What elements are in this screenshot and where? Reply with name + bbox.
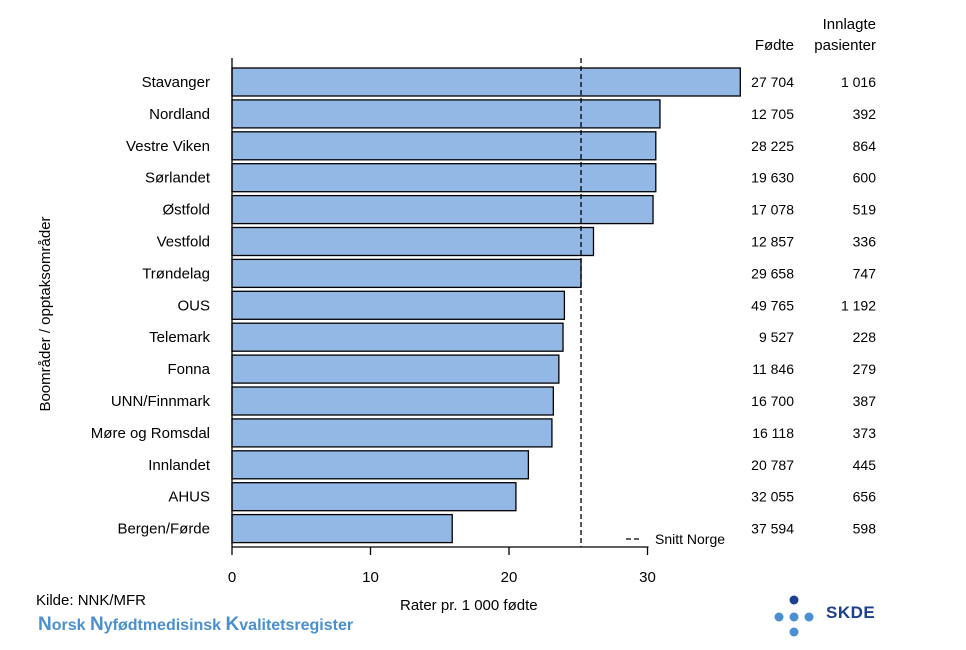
fodte-value: 9 527 (759, 329, 794, 345)
category-label: Vestfold (157, 234, 210, 251)
innlagte-header-line2: pasienter (814, 37, 876, 54)
innlagte-value: 392 (853, 106, 877, 122)
category-label: Innlandet (148, 457, 211, 474)
x-tick-label: 30 (639, 569, 656, 586)
category-label: Sørlandet (145, 170, 211, 187)
innlagte-value: 1 192 (841, 297, 876, 313)
registry-cap-3: K (225, 614, 240, 635)
logo-dot-left (774, 612, 784, 622)
category-label: Stavanger (142, 74, 210, 91)
legend-label: Snitt Norge (655, 531, 725, 547)
source-note: Kilde: NNK/MFR (36, 592, 147, 609)
innlagte-value: 373 (853, 425, 877, 441)
fodte-value: 28 225 (751, 138, 794, 154)
y-axis-title: Boområder / opptaksområder (37, 216, 54, 411)
category-label: Fonna (167, 361, 210, 378)
logo-dot-right (804, 612, 814, 622)
bar (231, 354, 560, 384)
logo-dot-top (789, 595, 799, 605)
bar-chart: Stavanger 27 704 1 016 Nordland 12 705 392 Ves… (37, 16, 877, 586)
innlagte-header-line1: Innlagte (823, 16, 876, 33)
category-label: Bergen/Førde (117, 521, 210, 538)
fodte-value: 12 705 (751, 106, 794, 122)
fodte-value: 12 857 (751, 234, 794, 250)
category-label: Telemark (149, 329, 210, 346)
category-label: AHUS (168, 489, 210, 506)
bar (231, 418, 553, 448)
skde-logo-icon (774, 595, 814, 637)
skde-logo-text: SKDE (826, 603, 876, 622)
x-axis-title: Rater pr. 1 000 fødte (400, 597, 538, 614)
category-label: Vestre Viken (126, 138, 210, 155)
fodte-header: Fødte (755, 37, 794, 54)
category-label: UNN/Finnmark (111, 393, 211, 410)
innlagte-value: 747 (853, 265, 877, 281)
category-label: Østfold (162, 202, 210, 219)
category-label: Møre og Romsdal (91, 425, 210, 442)
registry-rest-1: orsk (51, 617, 90, 634)
innlagte-value: 1 016 (841, 74, 876, 90)
category-label: Nordland (149, 106, 210, 123)
innlagte-value: 519 (853, 202, 877, 218)
x-tick-label: 20 (501, 569, 518, 586)
bar (231, 290, 566, 320)
fodte-value: 27 704 (751, 74, 794, 90)
innlagte-value: 600 (853, 170, 877, 186)
logo-dot-center (789, 612, 799, 622)
fodte-value: 17 078 (751, 202, 794, 218)
registry-cap-2: N (89, 614, 104, 635)
bar (231, 322, 564, 352)
bar (231, 99, 661, 129)
innlagte-value: 598 (853, 521, 877, 537)
innlagte-value: 656 (853, 489, 877, 505)
fodte-value: 37 594 (751, 521, 794, 537)
bar (231, 513, 453, 544)
x-tick-label: 10 (362, 569, 379, 586)
bar (231, 163, 657, 193)
fodte-value: 20 787 (751, 457, 794, 473)
category-label: OUS (177, 297, 210, 314)
innlagte-value: 228 (853, 329, 877, 345)
category-label: Trøndelag (142, 265, 210, 282)
bar (231, 482, 517, 512)
innlagte-value: 336 (853, 234, 877, 250)
registry-name: Norsk Nyfødtmedisinsk Kvalitetsregister (38, 614, 353, 636)
bar (231, 386, 554, 416)
bar (231, 131, 657, 161)
bar (231, 194, 654, 225)
innlagte-value: 387 (853, 393, 877, 409)
innlagte-value: 445 (853, 457, 877, 473)
fodte-value: 29 658 (751, 265, 794, 281)
logo-dot-bottom (789, 627, 799, 637)
fodte-value: 16 118 (752, 425, 794, 441)
bar (231, 226, 595, 257)
x-tick-label: 0 (228, 569, 236, 586)
fodte-value: 49 765 (751, 297, 794, 313)
registry-rest-2: yfødtmedisinsk (103, 617, 226, 634)
fodte-value: 32 055 (751, 489, 794, 505)
fodte-value: 19 630 (751, 170, 794, 186)
bar (231, 450, 530, 480)
bar (231, 67, 741, 97)
innlagte-value: 864 (853, 138, 877, 154)
fodte-value: 11 846 (752, 361, 794, 377)
registry-rest-3: valitetsregister (239, 617, 354, 634)
innlagte-value: 279 (853, 361, 877, 377)
bar (231, 258, 582, 289)
fodte-value: 16 700 (751, 393, 794, 409)
registry-cap-1: N (38, 614, 52, 635)
